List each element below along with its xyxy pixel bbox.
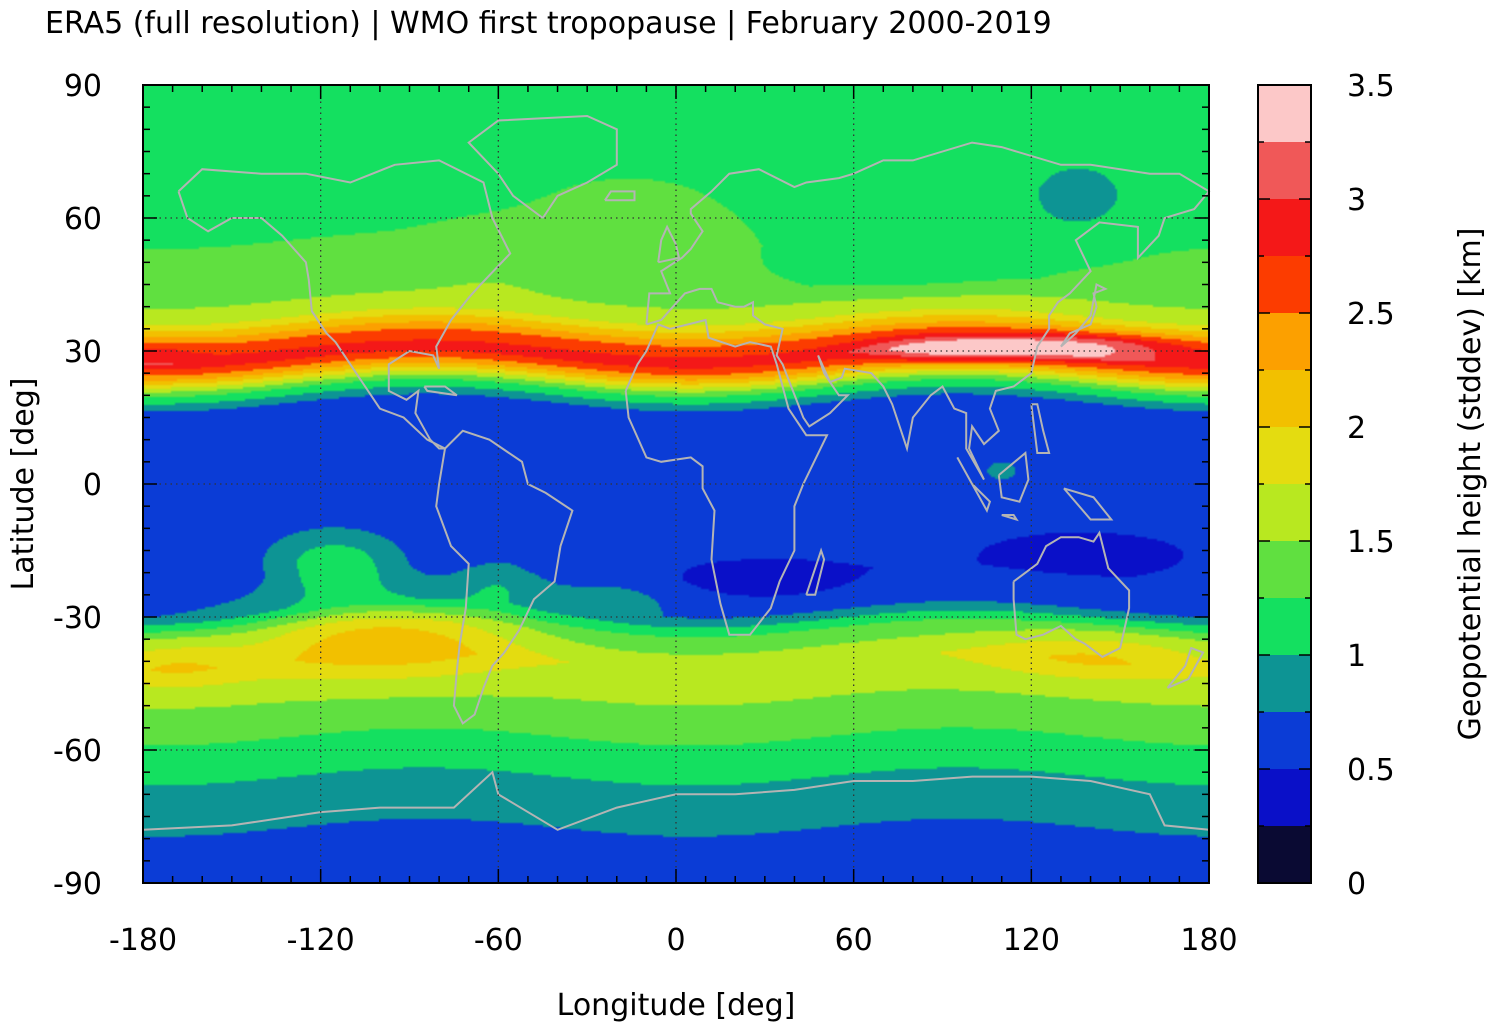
x-tick-label: 180 xyxy=(1180,923,1237,958)
coastline xyxy=(604,190,636,202)
coastline xyxy=(624,318,829,636)
coastline xyxy=(645,141,1211,481)
colorbar-swatch xyxy=(1258,427,1311,484)
coastline xyxy=(1060,283,1108,348)
coastline xyxy=(142,770,1210,831)
coastline xyxy=(1012,530,1131,659)
coastline xyxy=(423,385,458,397)
colorbar-swatch xyxy=(1258,313,1311,370)
colorbar-label: Geopotential height (stddev) [km] xyxy=(1453,228,1488,741)
coastline xyxy=(435,429,574,725)
coastline xyxy=(467,114,618,219)
colorbar-tick-label: 2 xyxy=(1347,411,1366,446)
colorbar-tick-label: 1.5 xyxy=(1347,525,1395,560)
map-area xyxy=(142,84,1211,884)
y-tick-label: 30 xyxy=(64,335,102,370)
colorbar-swatch xyxy=(1258,484,1311,541)
colorbar-tick-label: 0.5 xyxy=(1347,753,1395,788)
x-tick-label: -180 xyxy=(109,923,177,958)
colorbar-tick-label: 2.5 xyxy=(1347,297,1395,332)
coastlines xyxy=(142,114,1211,831)
y-tick-labels: 90 60 30 0 -30 -60 -90 xyxy=(53,69,102,902)
y-tick-label: -30 xyxy=(53,601,102,636)
colorbar-swatch xyxy=(1258,199,1311,256)
x-tick-label: 60 xyxy=(835,923,873,958)
coastline xyxy=(1030,403,1051,454)
colorbar-swatch xyxy=(1258,85,1311,142)
x-tick-label: -120 xyxy=(287,923,355,958)
colorbar-swatch xyxy=(1258,826,1311,883)
x-axis-label: Longitude [deg] xyxy=(557,988,796,1023)
x-tick-labels: -180 -120 -60 0 60 120 180 xyxy=(109,923,1238,958)
y-tick-label: 0 xyxy=(83,468,102,503)
coastline xyxy=(997,451,1030,503)
colorbar-swatch xyxy=(1258,256,1311,313)
colorbar-tick-labels: 0 0.5 1 1.5 2 2.5 3 3.5 xyxy=(1347,69,1395,902)
colorbar-tick-label: 3.5 xyxy=(1347,69,1395,104)
coastline xyxy=(805,547,826,596)
x-tick-label: 0 xyxy=(666,923,685,958)
x-tick-label: 120 xyxy=(1003,923,1060,958)
coastline xyxy=(1166,646,1205,689)
colorbar xyxy=(1257,84,1312,884)
y-tick-label: 60 xyxy=(64,202,102,237)
y-tick-label: 90 xyxy=(64,69,102,104)
coastline xyxy=(657,224,681,264)
y-axis-label: Latitude [deg] xyxy=(6,378,41,591)
coastline xyxy=(1001,514,1019,522)
colorbar-swatch xyxy=(1258,370,1311,427)
coastline xyxy=(1063,487,1114,521)
coastline xyxy=(177,159,512,450)
colorbar-swatch xyxy=(1258,541,1311,598)
coastline xyxy=(956,456,992,514)
colorbar-tick-label: 1 xyxy=(1347,639,1366,674)
colorbar-tick-label: 0 xyxy=(1347,867,1366,902)
axis-ticks xyxy=(142,84,1210,884)
colorbar-swatch xyxy=(1258,769,1311,826)
y-tick-label: -90 xyxy=(53,867,102,902)
y-tick-label: -60 xyxy=(53,734,102,769)
colorbar-swatch xyxy=(1258,598,1311,655)
grid-lines xyxy=(143,85,1209,883)
colorbar-swatch xyxy=(1258,142,1311,199)
colorbar-swatch xyxy=(1258,655,1311,712)
chart-title: ERA5 (full resolution) | WMO first tropo… xyxy=(45,6,1052,41)
colorbar-tick-label: 3 xyxy=(1347,183,1366,218)
x-tick-label: -60 xyxy=(474,923,523,958)
colorbar-swatch xyxy=(1258,712,1311,769)
